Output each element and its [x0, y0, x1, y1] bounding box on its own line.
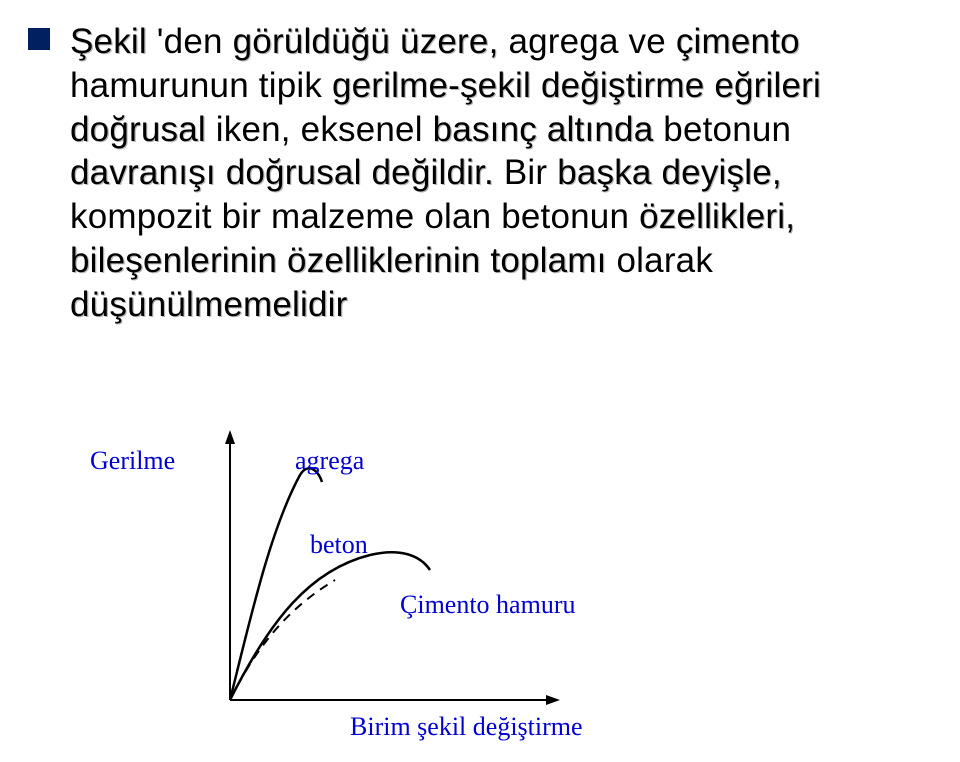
word: kompozit [70, 197, 222, 236]
body-paragraph: Şekil 'den görüldüğü üzere, agrega ve çi… [70, 20, 920, 326]
curve-label-beton: beton [310, 530, 368, 560]
word: görüldüğü [233, 22, 400, 61]
word: düşünülmemelidir [70, 285, 348, 324]
word: özellikleri, [639, 197, 805, 236]
word: basınç [433, 110, 547, 149]
word: iken, [216, 110, 301, 149]
word: eksenel [301, 110, 433, 149]
chart-axes [100, 420, 740, 740]
curve-agrega [230, 468, 322, 700]
word: çimento [676, 22, 810, 61]
word: eğrileri [714, 66, 831, 105]
word: deyişle, [662, 153, 792, 192]
word: olarak [617, 241, 723, 280]
word: Bir [504, 153, 557, 192]
word: agrega [508, 22, 628, 61]
word: davranışı [70, 153, 226, 192]
word: betonun [501, 197, 639, 236]
word: toplamı [490, 241, 616, 280]
word: değiştirme [541, 66, 714, 105]
word: ve [629, 22, 676, 61]
curve-beton [230, 552, 430, 700]
word: bileşenlerinin [70, 241, 287, 280]
word: 'den [157, 22, 233, 61]
word: malzeme [271, 197, 424, 236]
word: gerilme-şekil [332, 66, 541, 105]
word: doğrusal [226, 153, 372, 192]
curve-label-cimento: Çimento hamuru [400, 590, 575, 620]
x-axis-label: Birim şekil değiştirme [350, 712, 583, 742]
word: özelliklerinin [287, 241, 490, 280]
word: değildir. [372, 153, 504, 192]
word: altında [547, 110, 663, 149]
stress-strain-chart: Gerilme agregabetonÇimento hamuru Birim … [100, 420, 740, 740]
word: olan [424, 197, 501, 236]
curve-label-agrega: agrega [295, 446, 364, 476]
word: başka [557, 153, 661, 192]
bullet-icon [28, 28, 50, 50]
word: doğrusal [70, 110, 216, 149]
word: bir [222, 197, 271, 236]
word: tipik [259, 66, 332, 105]
word: üzere, [400, 22, 508, 61]
word: betonun [663, 110, 801, 149]
word: Şekil [70, 22, 157, 61]
word: hamurunun [70, 66, 259, 105]
